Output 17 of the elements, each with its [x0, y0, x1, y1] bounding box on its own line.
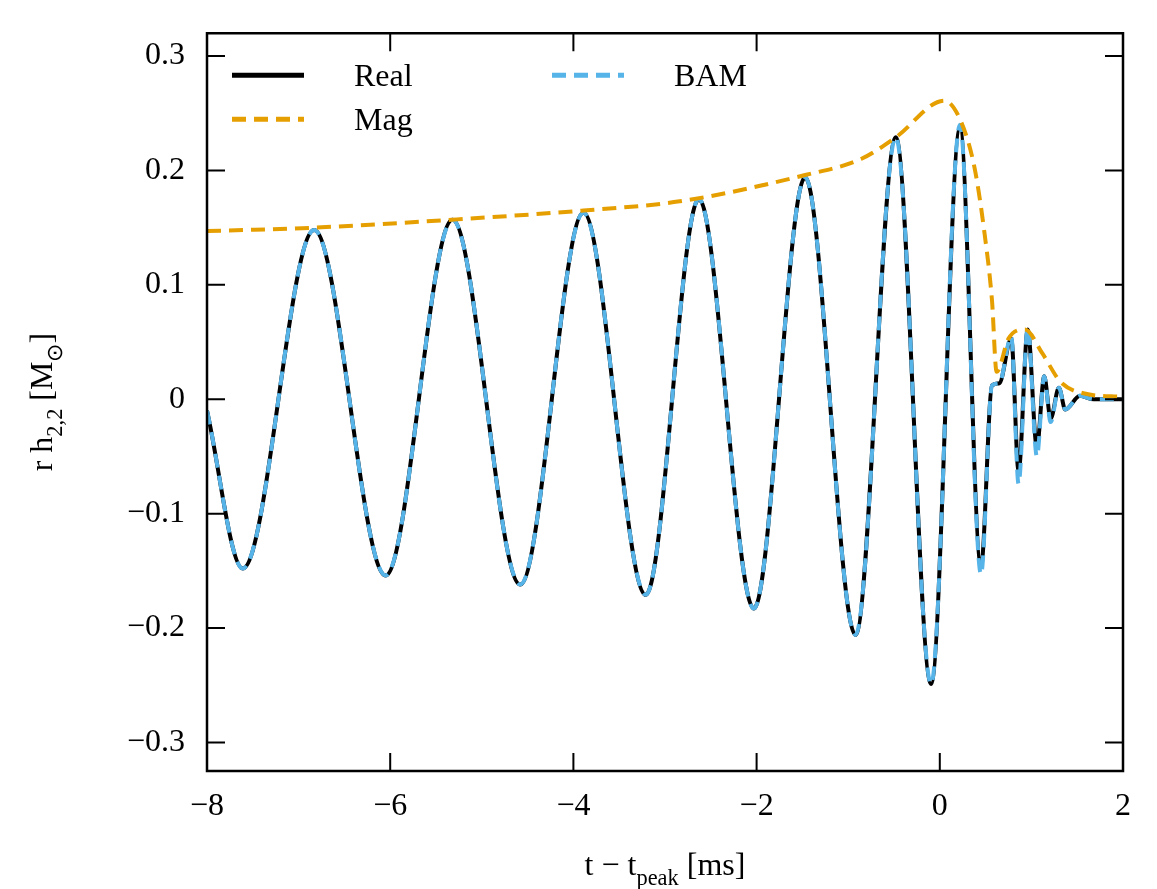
y-tick-label: −0.1: [126, 493, 185, 530]
x-tick-label: −2: [739, 785, 774, 822]
y-tick-label: 0.3: [145, 35, 185, 72]
x-tick-label: −8: [189, 785, 225, 822]
x-tick-label: 2: [1115, 785, 1131, 822]
y-tick-label: 0.2: [145, 149, 185, 186]
x-tick-label: 0: [931, 785, 948, 822]
legend-label: Mag: [354, 100, 413, 137]
y-tick-label: 0.1: [145, 264, 185, 301]
y-axis-title: r h2,2 [M⊙]: [23, 332, 67, 472]
legend-label: Real: [354, 56, 413, 93]
y-tick-label: −0.2: [126, 607, 185, 644]
y-tick-label: 0: [169, 378, 185, 415]
x-tick-label: −6: [373, 785, 408, 822]
y-tick-label: −0.3: [126, 721, 185, 758]
x-tick-label: −4: [556, 785, 591, 822]
legend-label: BAM: [674, 56, 747, 93]
